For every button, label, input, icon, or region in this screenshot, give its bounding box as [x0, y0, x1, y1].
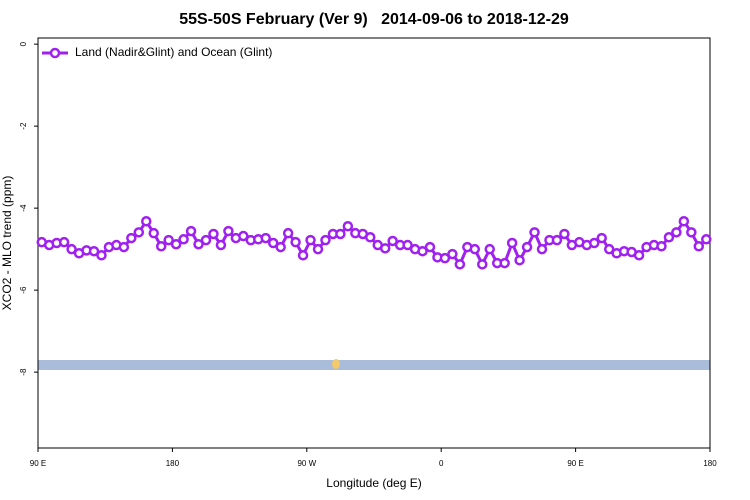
- data-point: [133, 227, 145, 238]
- data-point: [477, 259, 488, 270]
- data-point: [312, 243, 324, 255]
- data-point: [536, 243, 548, 255]
- x-tick-label: 90 E: [30, 459, 46, 468]
- data-point: [365, 232, 376, 243]
- data-point: [126, 232, 137, 244]
- x-tick-label: 90 W: [297, 459, 316, 468]
- data-point: [238, 230, 249, 242]
- data-point: [633, 250, 645, 261]
- data-point: [603, 243, 615, 255]
- data-point: [185, 225, 197, 237]
- data-point: [118, 241, 130, 253]
- data-point: [379, 243, 391, 254]
- data-point: [529, 227, 540, 238]
- y-tick-label: -6: [19, 286, 28, 294]
- data-point: [656, 241, 667, 252]
- data-point: [260, 232, 271, 244]
- x-tick-label: 180: [166, 459, 180, 468]
- surface-strip: [38, 360, 710, 370]
- data-point: [66, 243, 77, 255]
- data-point: [514, 254, 525, 266]
- data-point: [663, 232, 675, 243]
- data-point: [424, 241, 436, 253]
- data-point: [170, 238, 182, 250]
- data-point: [671, 227, 682, 238]
- chart-title: 55S-50S February (Ver 9) 2014-09-06 to 2…: [179, 11, 569, 28]
- data-point: [559, 228, 570, 240]
- data-point: [506, 237, 518, 249]
- data-point: [596, 232, 607, 244]
- data-point: [402, 239, 413, 251]
- data-point: [439, 252, 451, 264]
- data-point: [678, 216, 690, 227]
- data-point: [686, 227, 697, 238]
- data-point: [141, 216, 152, 227]
- legend-marker: [49, 47, 61, 59]
- data-point: [178, 234, 189, 245]
- data-point: [589, 237, 600, 249]
- data-point: [417, 245, 428, 257]
- data-point: [454, 259, 466, 270]
- data-point: [387, 235, 398, 247]
- data-point: [88, 245, 100, 257]
- data-point: [484, 243, 495, 255]
- y-tick-label: 0: [19, 41, 28, 46]
- data-point: [58, 236, 70, 248]
- data-point: [447, 248, 458, 260]
- x-tick-label: 90 E: [567, 459, 583, 468]
- data-point: [193, 238, 204, 250]
- x-tick-label: 0: [439, 459, 444, 468]
- legend-label: Land (Nadir&Glint) and Ocean (Glint): [75, 45, 272, 59]
- data-point: [701, 234, 712, 245]
- data-point: [320, 234, 331, 246]
- data-point: [275, 241, 286, 253]
- data-point: [290, 236, 301, 248]
- y-axis-label: XCO2 - MLO trend (ppm): [0, 176, 14, 311]
- data-point: [297, 250, 309, 261]
- data-point: [282, 227, 294, 239]
- data-point: [305, 234, 316, 246]
- data-point: [200, 234, 212, 246]
- data-point: [148, 227, 159, 239]
- data-point: [155, 241, 167, 252]
- data-point: [267, 237, 279, 249]
- data-point: [208, 228, 219, 240]
- data-point: [521, 241, 533, 253]
- data-point: [551, 234, 563, 246]
- y-tick-label: -8: [19, 368, 28, 376]
- x-axis-label: Longitude (deg E): [326, 476, 421, 490]
- land-patch: [332, 359, 340, 369]
- data-point: [163, 234, 174, 246]
- data-point: [469, 243, 481, 255]
- y-tick-label: -4: [19, 204, 28, 212]
- data-point: [335, 228, 346, 240]
- y-tick-label: -2: [19, 122, 28, 130]
- data-point: [215, 239, 227, 251]
- data-point: [342, 220, 354, 232]
- data-point: [223, 225, 234, 237]
- x-tick-label: 180: [703, 459, 717, 468]
- data-point: [499, 257, 510, 269]
- data-point: [693, 241, 705, 252]
- data-point: [96, 250, 107, 261]
